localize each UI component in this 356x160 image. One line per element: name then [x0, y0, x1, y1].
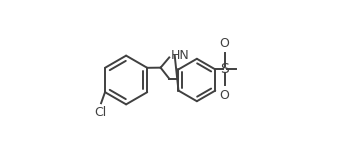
Text: HN: HN [171, 49, 189, 62]
Text: S: S [220, 62, 229, 76]
Text: O: O [220, 89, 230, 102]
Text: Cl: Cl [94, 106, 106, 119]
Text: O: O [220, 37, 230, 50]
